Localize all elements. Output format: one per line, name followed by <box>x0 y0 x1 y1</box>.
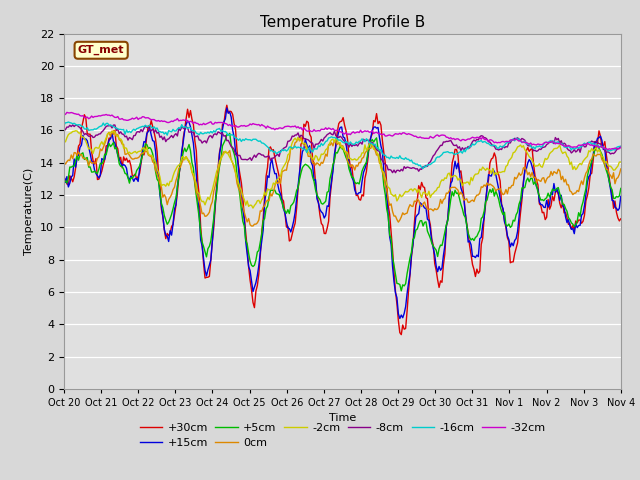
-8cm <box>69 122 77 128</box>
Text: GT_met: GT_met <box>78 45 124 55</box>
-8cm <box>98 129 106 135</box>
+5cm <box>460 212 468 218</box>
+15cm <box>60 172 68 178</box>
-8cm <box>60 128 68 133</box>
-2cm <box>460 180 468 186</box>
-8cm <box>392 170 399 176</box>
-2cm <box>349 157 357 163</box>
-2cm <box>81 135 88 141</box>
-8cm <box>543 142 550 147</box>
+15cm <box>460 195 468 201</box>
-32cm <box>81 115 88 120</box>
+5cm <box>348 175 356 180</box>
Line: -16cm: -16cm <box>64 122 621 168</box>
+5cm <box>617 186 625 192</box>
-16cm <box>419 166 427 171</box>
-32cm <box>616 146 623 152</box>
+30cm <box>60 178 68 184</box>
Line: +30cm: +30cm <box>64 105 621 335</box>
Y-axis label: Temperature(C): Temperature(C) <box>24 168 35 255</box>
-2cm <box>616 159 623 165</box>
-8cm <box>617 144 625 149</box>
+30cm <box>543 215 550 220</box>
-2cm <box>617 159 625 165</box>
-2cm <box>249 205 257 211</box>
+5cm <box>226 131 234 136</box>
+5cm <box>543 195 550 201</box>
0cm <box>79 155 87 161</box>
-16cm <box>616 144 623 149</box>
Line: -2cm: -2cm <box>64 131 621 208</box>
+5cm <box>79 150 87 156</box>
0cm <box>248 223 255 229</box>
+15cm <box>79 132 87 138</box>
+30cm <box>97 172 104 178</box>
-32cm <box>458 137 466 143</box>
Line: +5cm: +5cm <box>64 133 621 291</box>
-2cm <box>543 156 550 162</box>
+30cm <box>223 102 230 108</box>
+5cm <box>397 288 405 294</box>
-2cm <box>98 139 106 144</box>
Line: 0cm: 0cm <box>64 131 621 226</box>
+15cm <box>543 198 550 204</box>
-16cm <box>98 123 106 129</box>
+15cm <box>616 205 623 211</box>
0cm <box>97 146 104 152</box>
-32cm <box>617 144 625 150</box>
-16cm <box>617 144 625 149</box>
0cm <box>60 159 68 165</box>
+15cm <box>348 174 356 180</box>
+30cm <box>79 119 87 125</box>
+15cm <box>396 316 404 322</box>
-32cm <box>63 109 71 115</box>
+30cm <box>348 164 356 169</box>
Legend: +30cm, +15cm, +5cm, 0cm, -2cm, -8cm, -16cm, -32cm: +30cm, +15cm, +5cm, 0cm, -2cm, -8cm, -16… <box>135 418 550 453</box>
+5cm <box>97 160 104 166</box>
-2cm <box>72 128 79 133</box>
-32cm <box>98 112 106 118</box>
+5cm <box>60 180 68 185</box>
-8cm <box>348 144 356 149</box>
-16cm <box>543 139 550 145</box>
-16cm <box>60 122 68 128</box>
-16cm <box>81 126 88 132</box>
Line: +15cm: +15cm <box>64 108 621 319</box>
0cm <box>617 166 625 172</box>
+30cm <box>617 216 625 222</box>
-8cm <box>81 132 88 138</box>
-32cm <box>60 112 68 118</box>
+15cm <box>617 193 625 199</box>
-16cm <box>460 147 468 153</box>
0cm <box>349 163 357 169</box>
+5cm <box>616 193 623 199</box>
+30cm <box>616 218 623 224</box>
X-axis label: Time: Time <box>329 413 356 423</box>
Line: -32cm: -32cm <box>64 112 621 150</box>
0cm <box>616 171 623 177</box>
-8cm <box>460 147 468 153</box>
0cm <box>543 176 550 182</box>
-8cm <box>616 145 623 151</box>
-32cm <box>348 130 356 136</box>
+15cm <box>223 105 230 111</box>
Line: -8cm: -8cm <box>64 125 621 173</box>
-32cm <box>604 147 612 153</box>
-16cm <box>348 141 356 147</box>
Title: Temperature Profile B: Temperature Profile B <box>260 15 425 30</box>
+30cm <box>460 193 468 199</box>
0cm <box>111 128 119 133</box>
0cm <box>460 197 468 203</box>
-2cm <box>60 139 68 144</box>
+30cm <box>397 332 405 337</box>
+15cm <box>97 172 104 178</box>
-16cm <box>65 119 72 125</box>
-32cm <box>541 139 549 145</box>
